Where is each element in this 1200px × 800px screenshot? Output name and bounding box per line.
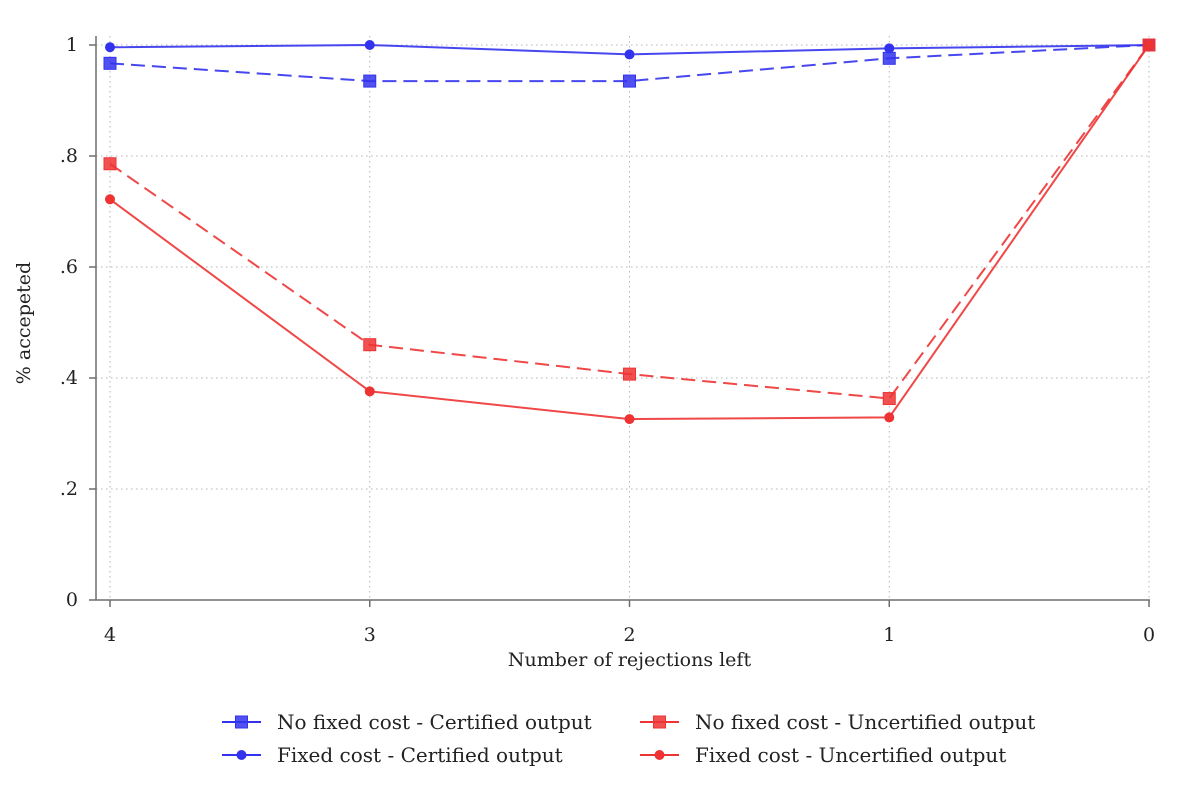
series-4	[105, 40, 1154, 425]
legend-label: No fixed cost - Uncertified output	[695, 710, 1035, 734]
legend-swatch-marker	[654, 750, 665, 760]
grid	[96, 36, 1150, 600]
legend-label: No fixed cost - Certified output	[277, 710, 592, 734]
y-tick-label: .6	[60, 256, 78, 278]
legend-label: Fixed cost - Uncertified output	[695, 743, 1006, 767]
x-tick-label: 0	[1143, 624, 1155, 646]
y-tick-label: .2	[60, 478, 78, 500]
data-point	[624, 414, 635, 425]
data-point	[882, 392, 896, 406]
x-tick-label: 4	[104, 624, 116, 646]
x-tick-label: 2	[623, 624, 635, 646]
y-tick-label: .4	[60, 367, 78, 389]
data-point	[105, 194, 115, 205]
x-axis-label: Number of rejections left	[508, 649, 752, 671]
series-2	[105, 40, 1154, 60]
series-line	[109, 44, 1150, 83]
legend-label: Fixed cost - Certified output	[277, 743, 563, 767]
legend-swatch-marker	[653, 715, 666, 729]
y-axis-label: % accepeted	[13, 262, 35, 384]
data-point	[364, 386, 375, 397]
y-tick-label: 0	[66, 589, 78, 611]
x-tick-label: 3	[364, 624, 376, 646]
x-tick-label: 1	[883, 624, 895, 646]
legend-swatch-marker	[235, 715, 248, 729]
data-point	[103, 56, 117, 70]
data-point	[884, 43, 895, 54]
axes: Number of rejections left % accepeted 0.…	[13, 34, 1155, 671]
y-tick-label: 1	[66, 34, 78, 56]
data-point	[623, 74, 636, 88]
series	[103, 38, 1156, 425]
legend: No fixed cost - Certified output Fixed co…	[222, 710, 1035, 767]
legend-item: No fixed cost - Uncertified output	[640, 710, 1035, 734]
data-point	[882, 51, 896, 65]
y-tick-label: .8	[60, 145, 78, 167]
data-point	[1144, 40, 1154, 50]
data-point	[103, 157, 117, 171]
legend-item: No fixed cost - Certified output	[222, 710, 592, 734]
data-point	[884, 412, 895, 423]
data-point	[364, 40, 375, 50]
legend-item: Fixed cost - Certified output	[222, 743, 563, 767]
data-point	[624, 49, 635, 60]
data-point	[623, 367, 636, 381]
data-point	[105, 42, 115, 53]
data-point	[363, 74, 377, 88]
legend-swatch-marker	[236, 750, 247, 760]
legend-item: Fixed cost - Uncertified output	[640, 743, 1006, 767]
data-point	[363, 338, 377, 352]
